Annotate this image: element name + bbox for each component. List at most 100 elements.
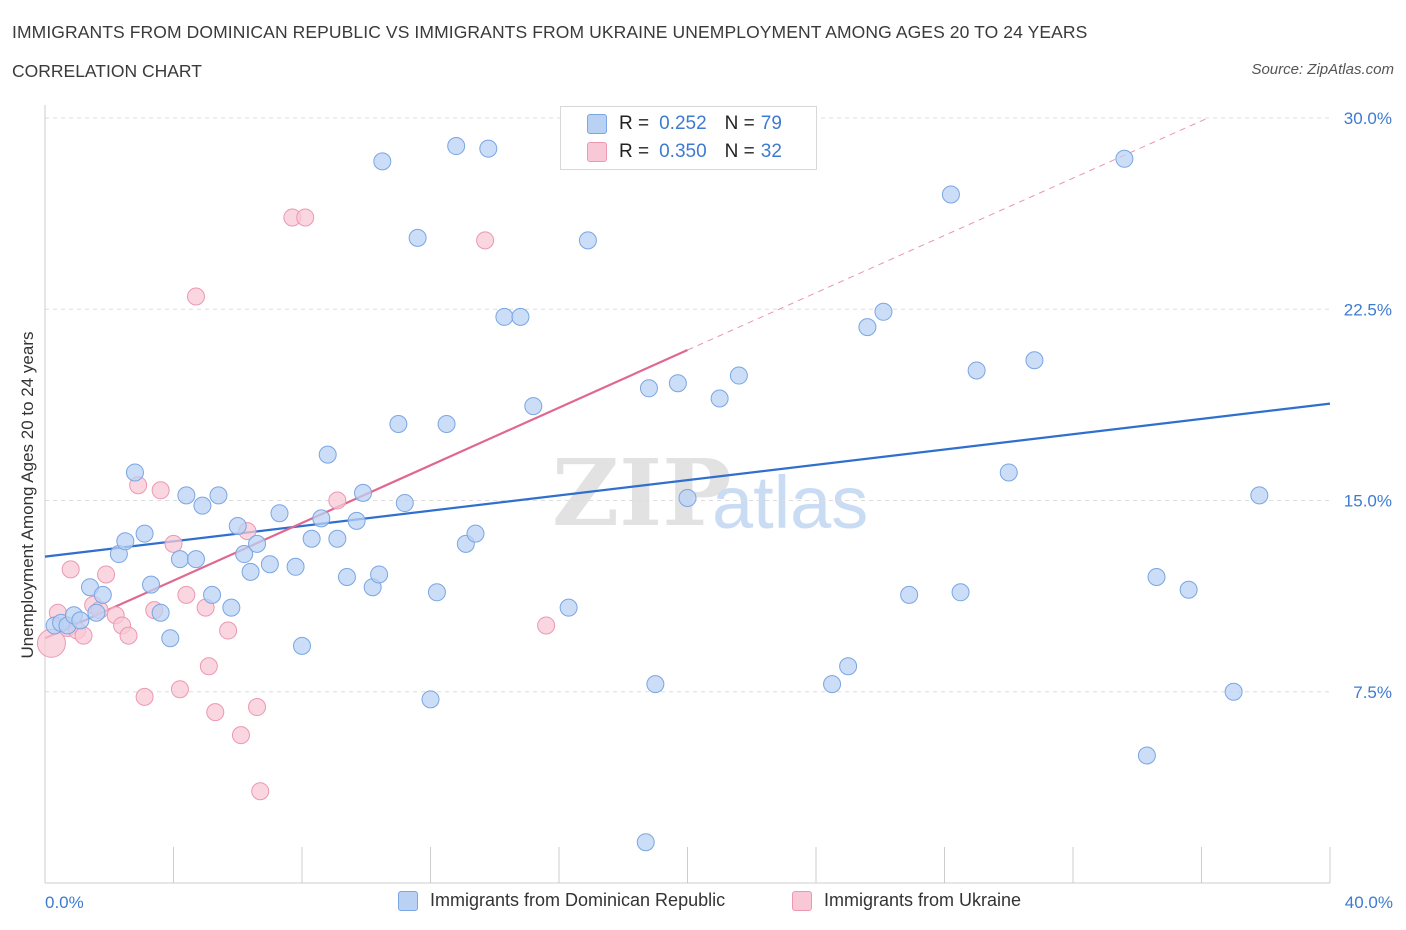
point-dominican [427,583,446,602]
point-dominican [858,318,877,337]
point-dominican [228,517,247,535]
r-label: R = [619,141,650,162]
point-dominican [710,389,729,408]
point-dominican [328,529,347,548]
point-ukraine [170,680,189,699]
point-dominican [293,636,311,655]
point-dominican [511,307,530,326]
point-dominican [941,185,960,204]
point-dominican [142,575,161,594]
y-axis-label: Unemployment Among Ages 20 to 24 years [18,332,37,659]
point-ukraine [119,626,138,645]
tick-labels: 7.5% 15.0% 22.5% 30.0% 0.0% 40.0% [45,109,1393,912]
point-dominican [87,603,106,622]
point-dominican [874,302,893,321]
point-ukraine [328,491,347,510]
point-dominican [389,415,408,433]
point-dominican [116,532,135,551]
legend-item-dominican: Immigrants from Dominican Republic [398,890,725,911]
point-dominican [248,534,267,553]
point-dominican [1137,746,1156,765]
point-dominican [1115,149,1134,168]
point-dominican [135,524,154,543]
point-dominican [71,611,90,630]
y-tick-label: 22.5% [1344,300,1392,319]
point-ukraine [135,687,154,706]
point-dominican [466,524,485,543]
legend-row-dominican: R = 0.252 N = 79 [587,111,782,137]
point-dominican [729,366,748,385]
point-ukraine [199,657,218,676]
trend-line-dominican [44,402,1331,558]
point-dominican [373,152,392,171]
point-dominican [524,397,543,416]
point-dominican [203,585,222,604]
point-dominican [900,585,919,604]
point-dominican [93,585,112,604]
point-dominican [241,562,260,581]
point-dominican [177,486,196,505]
point-dominican [354,483,373,502]
point-ukraine [151,481,170,500]
point-dominican [578,231,597,250]
point-dominican [161,629,180,648]
point-dominican [1224,682,1243,701]
point-dominican [170,550,189,569]
point-dominican [967,361,986,380]
y-tick-label: 15.0% [1344,492,1392,511]
point-dominican [1250,486,1269,505]
point-dominican [495,307,514,326]
point-dominican [421,690,440,709]
r-label: R = [619,113,650,134]
point-dominican [999,463,1018,482]
point-dominican [395,494,414,513]
y-tick-label: 7.5% [1353,683,1392,702]
point-dominican [270,504,289,523]
point-ukraine [61,560,80,579]
chart-title: IMMIGRANTS FROM DOMINICAN REPUBLIC VS IM… [12,22,1088,42]
point-dominican [678,488,697,507]
point-dominican [370,565,389,584]
point-dominican [559,598,578,617]
r-value: 0.350 [659,141,707,162]
pink-swatch [587,142,607,162]
point-dominican [639,379,658,398]
point-ukraine [537,616,556,635]
point-ukraine [186,287,205,306]
point-ukraine [206,703,225,722]
point-dominican [337,568,356,586]
point-dominican [823,675,842,694]
point-dominican [209,486,228,505]
point-dominican [447,137,466,156]
point-dominican [1025,351,1044,370]
point-ukraine [231,726,250,745]
legend-label: Immigrants from Ukraine [824,890,1022,910]
point-dominican [312,509,331,528]
watermark: ZIP atlas [552,439,868,547]
point-dominican [318,445,337,464]
point-ukraine [476,231,495,250]
point-dominican [1179,580,1198,599]
x-tick-label: 0.0% [45,893,84,912]
point-ukraine [177,585,196,604]
n-value: 79 [760,113,782,134]
point-dominican [235,545,254,564]
chart-subtitle: CORRELATION CHART [12,61,202,81]
point-ukraine [97,565,116,584]
point-ukraine [164,534,183,553]
point-ukraine [296,208,315,227]
point-dominican [125,463,144,482]
pink-swatch [792,890,812,911]
point-ukraine [74,626,93,645]
point-dominican [437,415,456,433]
point-dominican [668,374,687,393]
point-dominican [286,557,305,576]
point-dominican [951,583,970,602]
point-dominican [839,657,858,676]
point-dominican [193,496,212,515]
point-dominican [347,511,366,530]
stats-legend: R = 0.252 N = 79 R = 0.350 N = 32 [560,106,817,170]
point-ukraine [251,782,270,801]
axes [44,105,1331,884]
